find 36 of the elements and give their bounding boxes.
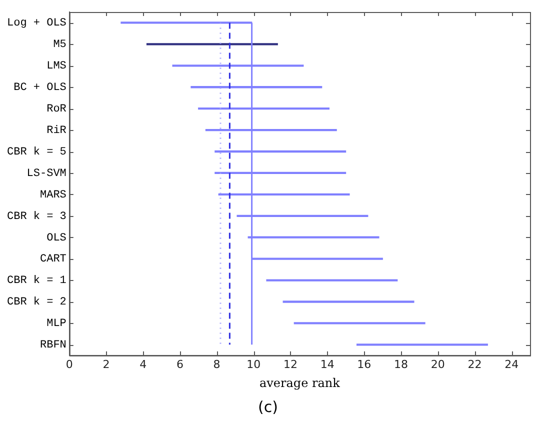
x-tick-label: 8 — [213, 358, 220, 371]
x-tick-label: 24 — [504, 358, 519, 371]
y-tick-label: LS-SVM — [26, 168, 66, 180]
y-tick-label: CART — [40, 254, 67, 266]
x-tick-label: 22 — [468, 358, 482, 371]
bar — [266, 279, 398, 282]
y-tick-label: CBR k = 2 — [6, 296, 66, 309]
y-tick-label: CBR k = 1 — [6, 275, 67, 288]
x-tick-label: 14 — [320, 358, 334, 371]
bar — [282, 300, 414, 303]
x-tick-label: 6 — [176, 358, 184, 371]
y-tick-label: CBR k = 5 — [6, 146, 66, 158]
x-tick-label: 12 — [283, 358, 298, 371]
x-tick-label: 20 — [430, 358, 445, 371]
x-tick-label: 2 — [102, 358, 110, 371]
x-tick-label: 16 — [357, 358, 372, 371]
bar — [294, 322, 426, 324]
x-tick-label: 10 — [246, 358, 261, 371]
y-tick-label: RiR — [46, 124, 67, 137]
y-tick-label: RBFN — [40, 340, 66, 352]
y-tick-label: LMS — [46, 60, 67, 73]
text: (c) — [257, 398, 279, 416]
x-axis-title: average rank — [259, 376, 341, 390]
x-tick-label: 18 — [394, 358, 408, 371]
x-tick-label: 0 — [66, 358, 73, 371]
y-tick-label: BC + OLS — [14, 82, 67, 94]
y-tick-label: M5 — [53, 39, 66, 52]
y-tick-label: MLP — [46, 318, 67, 330]
x-tick-label: 4 — [140, 358, 147, 371]
y-tick-label: OLS — [46, 232, 67, 244]
bar — [356, 344, 488, 346]
y-tick-label: CBR k = 3 — [6, 210, 66, 223]
y-tick-label: MARS — [40, 189, 67, 202]
y-tick-label: Log + OLS — [6, 18, 67, 30]
bar — [146, 43, 278, 46]
y-tick-label: RoR — [46, 103, 67, 116]
